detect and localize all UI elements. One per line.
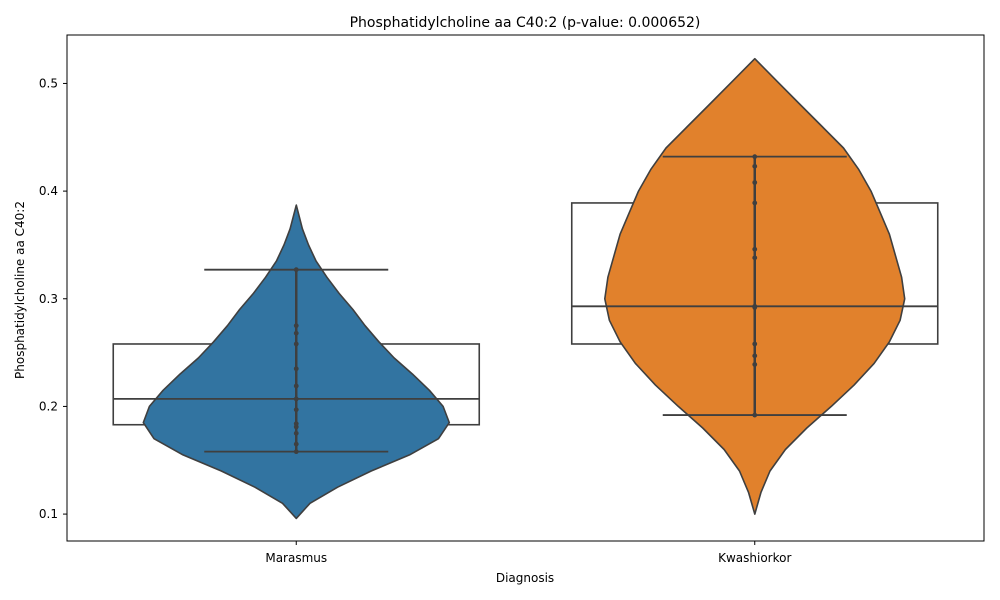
y-tick-label: 0.2 [39, 399, 58, 413]
data-point [752, 255, 758, 261]
chart-title: Phosphatidylcholine aa C40:2 (p-value: 0… [350, 15, 701, 31]
data-point [293, 366, 299, 372]
data-point [752, 353, 758, 359]
plot-area [112, 57, 939, 520]
y-tick-label: 0.5 [39, 76, 58, 90]
y-tick-label: 0.1 [39, 507, 58, 521]
y-axis: 0.1 0.2 0.3 0.4 0.5 [39, 76, 67, 521]
data-point [293, 407, 299, 413]
data-point [752, 412, 758, 418]
series-kwashiorkor [570, 57, 939, 515]
data-point [752, 304, 758, 310]
data-point [752, 180, 758, 185]
data-point [293, 323, 299, 329]
y-tick-label: 0.3 [39, 292, 58, 306]
data-point [293, 449, 299, 455]
data-point [752, 246, 758, 252]
data-point [752, 163, 758, 169]
data-point [752, 200, 758, 206]
data-point [752, 154, 758, 160]
data-point [293, 441, 299, 447]
x-axis-label: Diagnosis [496, 571, 554, 585]
data-point [293, 267, 299, 273]
data-point [293, 424, 299, 430]
data-point [293, 341, 299, 347]
series-marasmus [112, 204, 481, 520]
y-axis-label: Phosphatidylcholine aa C40:2 [13, 201, 27, 379]
x-tick-label: Marasmus [265, 551, 327, 565]
x-axis: Marasmus Kwashiorkor [265, 541, 791, 565]
data-point [293, 383, 299, 389]
data-point [752, 362, 758, 367]
plot-frame [66, 34, 985, 542]
data-point [293, 430, 299, 436]
x-tick-label: Kwashiorkor [718, 551, 791, 565]
data-point [293, 396, 299, 402]
data-point [293, 330, 299, 336]
data-point [752, 341, 758, 347]
y-tick-label: 0.4 [39, 184, 58, 198]
